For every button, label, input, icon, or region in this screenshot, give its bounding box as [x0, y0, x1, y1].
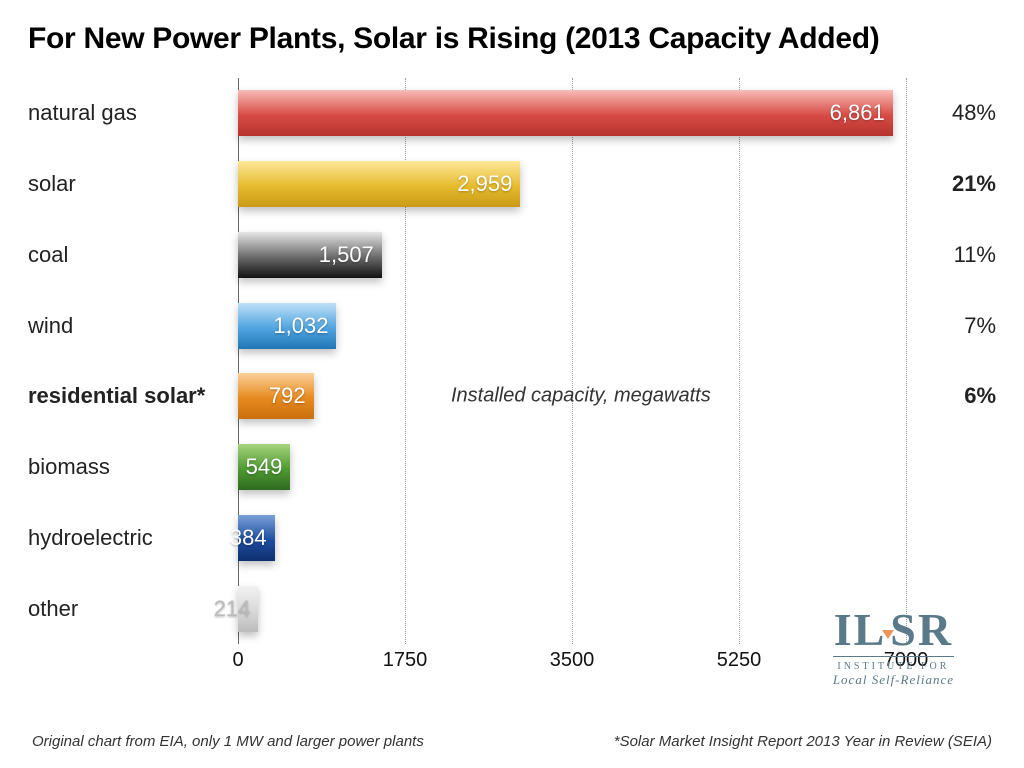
- footer: Original chart from EIA, only 1 MW and l…: [32, 733, 992, 750]
- chart-row: biomass 549: [28, 432, 996, 503]
- bar-cell: 214: [238, 573, 906, 644]
- row-percent: 6%: [924, 383, 996, 409]
- row-percent: 48%: [924, 100, 996, 126]
- logo-subline-2: Local Self-Reliance: [833, 672, 954, 688]
- logo-text: ILSR: [833, 609, 954, 650]
- bar-value: 792: [269, 383, 306, 409]
- x-axis-label: 1750: [383, 649, 428, 672]
- bar-value: 549: [246, 454, 283, 480]
- bar-value: 214: [214, 596, 251, 622]
- rows-container: natural gas 6,861 48% solar 2,959 21% coal 1,50…: [28, 78, 996, 644]
- bar: 792: [238, 373, 314, 419]
- chart-title: For New Power Plants, Solar is Rising (2…: [28, 22, 996, 56]
- chart-row: natural gas 6,861 48%: [28, 78, 996, 149]
- bar: 384: [238, 515, 275, 561]
- chart-row: residential solar* 792 6% Installed capacit…: [28, 361, 996, 432]
- bar: 1,507: [238, 232, 382, 278]
- bar: 2,959: [238, 161, 520, 207]
- bar: 1,032: [238, 303, 336, 349]
- row-percent: 11%: [924, 242, 996, 268]
- chart-row: hydroelectric384: [28, 503, 996, 574]
- bar: 6,861: [238, 90, 893, 136]
- ilsr-logo: ILSR INSTITUTE FOR Local Self-Reliance: [833, 609, 954, 688]
- row-percent: 7%: [924, 313, 996, 339]
- row-percent: 21%: [924, 171, 996, 197]
- bar-cell: 549: [238, 432, 906, 503]
- bar-cell: 1,507: [238, 220, 906, 291]
- row-label: biomass: [28, 454, 228, 480]
- bar-value: 1,032: [273, 313, 328, 339]
- row-label: residential solar*: [28, 383, 228, 409]
- row-label: natural gas: [28, 100, 228, 126]
- row-label: wind: [28, 313, 228, 339]
- x-axis-label: 0: [232, 649, 243, 672]
- bar-value: 1,507: [319, 242, 374, 268]
- chart-row: solar 2,959 21%: [28, 149, 996, 220]
- bar-cell: 384: [238, 503, 906, 574]
- footer-right: *Solar Market Insight Report 2013 Year i…: [614, 733, 992, 750]
- bar-value: 2,959: [457, 171, 512, 197]
- chart-row: coal 1,507 11%: [28, 220, 996, 291]
- chart-page: For New Power Plants, Solar is Rising (2…: [0, 0, 1024, 768]
- row-label: hydroelectric: [28, 525, 228, 551]
- bar-value: 384: [230, 525, 267, 551]
- x-axis-label: 3500: [550, 649, 595, 672]
- x-axis-label: 5250: [717, 649, 762, 672]
- bar-cell: 2,959: [238, 149, 906, 220]
- row-label: solar: [28, 171, 228, 197]
- bar-cell: 1,032: [238, 290, 906, 361]
- chart-row: wind 1,032 7%: [28, 290, 996, 361]
- bar: 214: [238, 586, 258, 632]
- bar: 549: [238, 444, 290, 490]
- bar-value: 6,861: [830, 100, 885, 126]
- row-label: coal: [28, 242, 228, 268]
- chart-caption: Installed capacity, megawatts: [451, 385, 711, 408]
- footer-left: Original chart from EIA, only 1 MW and l…: [32, 733, 424, 750]
- logo-subline-1: INSTITUTE FOR: [833, 661, 954, 672]
- bar-cell: 6,861: [238, 78, 906, 149]
- row-label: other: [28, 596, 228, 622]
